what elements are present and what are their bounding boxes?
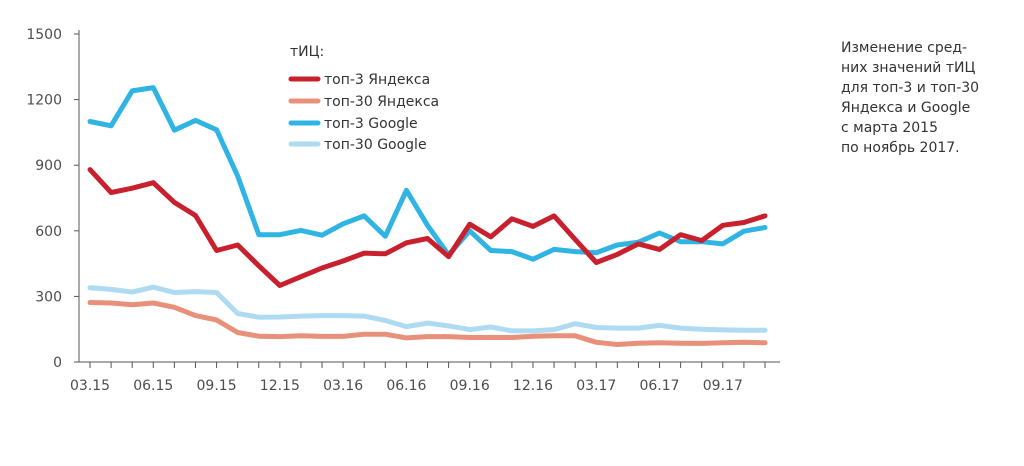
y-tick-label: 1200: [26, 93, 62, 109]
x-tick-label: 06.15: [133, 378, 173, 394]
series-lines: [87, 85, 768, 347]
y-tick-label: 0: [53, 355, 62, 371]
axes: [74, 30, 780, 368]
x-tick-label: 09.15: [197, 378, 237, 394]
legend-label: топ-30 Google: [324, 137, 427, 153]
legend-title: тИЦ:: [290, 44, 324, 60]
x-tick-label: 03.15: [70, 378, 110, 394]
legend: тИЦ: топ-3 Яндекса топ-30 Яндекса топ-3 Go…: [276, 44, 514, 158]
y-axis-tick-labels: 0 300 600 900 1200 1500: [26, 27, 62, 371]
y-tick-label: 300: [35, 289, 62, 305]
x-tick-label: 06.16: [386, 378, 426, 394]
legend-label: топ-3 Яндекса: [324, 72, 430, 88]
x-tick-label: 09.17: [703, 378, 743, 394]
x-tick-label: 06.17: [639, 378, 679, 394]
x-tick-label: 12.16: [513, 378, 553, 394]
x-tick-label: 12.15: [260, 378, 300, 394]
series-line-4: [87, 284, 768, 334]
y-tick-label: 1500: [26, 27, 62, 43]
series-line-1: [87, 167, 768, 288]
series-line-2: [87, 300, 768, 347]
y-tick-label: 600: [35, 224, 62, 240]
legend-label: топ-3 Google: [324, 116, 418, 132]
legend-label: топ-30 Яндекса: [324, 94, 439, 110]
chart-caption: Изменение сред- них значений тИЦ для топ…: [841, 40, 980, 156]
x-tick-label: 09.16: [450, 378, 490, 394]
x-tick-label: 03.17: [576, 378, 616, 394]
x-axis-tick-labels: 03.15 06.15 09.15 12.15 03.16 06.16 09.16 12.16…: [70, 378, 743, 394]
x-tick-label: 03.16: [323, 378, 363, 394]
y-tick-label: 900: [35, 158, 62, 174]
series-line-3: [87, 85, 768, 262]
